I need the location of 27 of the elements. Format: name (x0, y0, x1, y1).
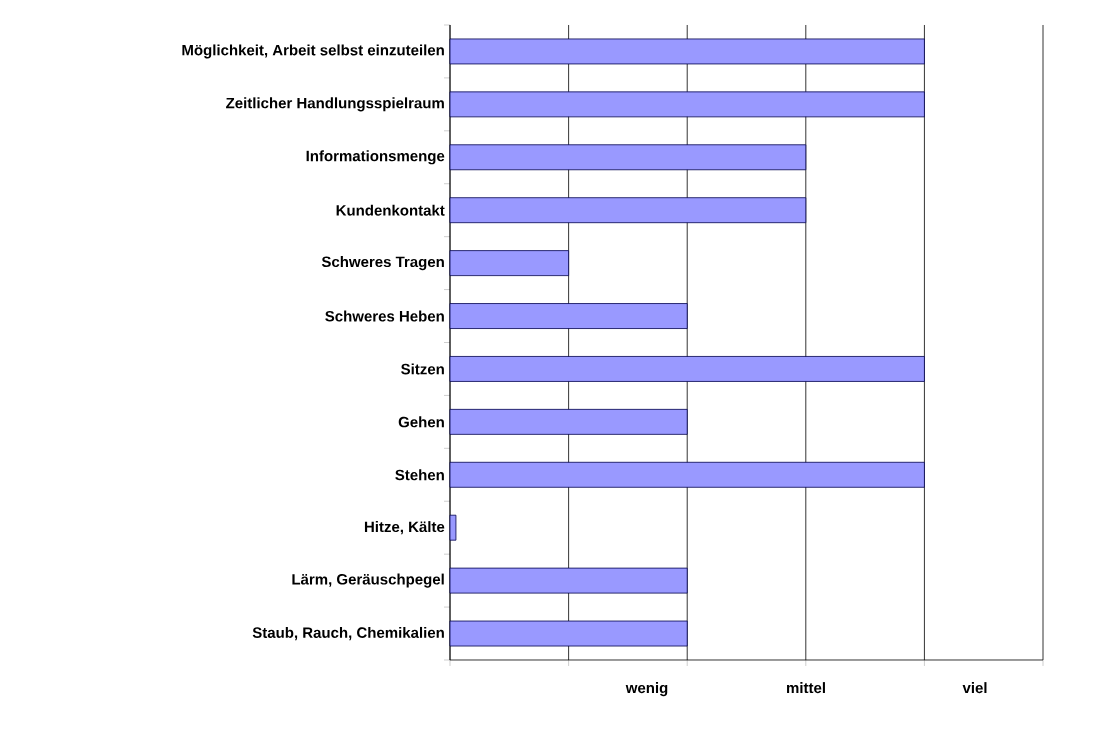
y-tick-label: Schweres Tragen (321, 256, 444, 271)
bar (449, 144, 807, 171)
bar (449, 567, 688, 594)
bar (449, 250, 570, 277)
text: mittel (786, 682, 825, 694)
bar (449, 408, 688, 435)
bar (449, 514, 457, 541)
y-tick-label: Zeitlicher Handlungsspielraum (226, 97, 444, 112)
y-tick-label: Gehen (398, 416, 444, 428)
y-tick-label: Kundenkontakt (336, 204, 445, 216)
y-tick-label: Möglichkeit, Arbeit selbst einzuteilen (182, 44, 444, 59)
y-tick-label: Lärm, Geräuschpegel (292, 573, 444, 588)
bar (449, 356, 925, 382)
y-tick-label: Staub, Rauch, Chemikalien (252, 626, 444, 641)
y-tick-label: Hitze, Kälte (364, 521, 445, 535)
y-tick-label: Sitzen (401, 363, 444, 375)
text: wenig (625, 682, 668, 697)
y-tick-label: Stehen (395, 469, 444, 481)
text: viel (962, 682, 987, 694)
bar (449, 461, 925, 488)
bar (449, 38, 925, 65)
y-tick-label: Informationsmenge (306, 150, 445, 165)
bar (449, 303, 688, 329)
y-tick-label: Schweres Heben (325, 310, 444, 322)
bar (449, 91, 925, 118)
bar (449, 197, 807, 224)
bar (449, 620, 688, 647)
